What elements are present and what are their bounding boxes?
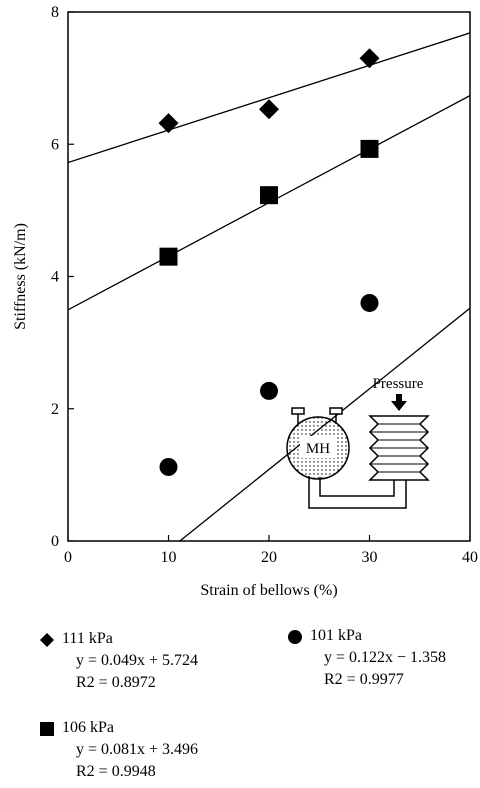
axes: 0 10 20 30 40 0 2 4 6 8 Strain of bellows (%) Stiff…: [12, 4, 478, 599]
x-tick-label: 0: [64, 549, 72, 566]
legend-r2: R2 = 0.9977: [324, 671, 404, 688]
legend-series-name: 106 kPa: [62, 719, 114, 736]
legend-r2: R2 = 0.8972: [76, 674, 156, 691]
y-axis-title: Stiffness (kN/m): [12, 223, 29, 330]
x-axis-title: Strain of bellows (%): [200, 582, 337, 599]
mh-label: MH: [306, 441, 330, 457]
y-tick-label: 4: [51, 269, 59, 286]
valve-icon: [329, 407, 343, 415]
data-point-square: [360, 139, 379, 158]
legend-equation: y = 0.122x − 1.358: [324, 649, 447, 666]
data-point-circle: [360, 293, 379, 312]
x-tick-label: 30: [362, 549, 378, 566]
square-marker-icon: [40, 722, 54, 736]
y-tick-label: 6: [51, 136, 59, 153]
data-point-diamond: [359, 48, 380, 69]
data-point-square: [159, 247, 178, 266]
y-tick-label: 2: [51, 401, 59, 418]
valve-icon: [291, 407, 305, 415]
legend-entry-101kpa: 101 kPa y = 0.122x − 1.358 R2 = 0.9977: [288, 625, 447, 691]
legend-series-name: 111 kPa: [62, 630, 113, 647]
legend-r2: R2 = 0.9948: [76, 763, 156, 780]
legend-equation: y = 0.049x + 5.724: [76, 652, 199, 669]
markers: [158, 48, 380, 476]
x-tick-label: 40: [462, 549, 478, 566]
data-point-diamond: [158, 113, 179, 134]
diamond-marker-icon: [40, 633, 54, 647]
pressure-arrow-icon: [396, 394, 402, 402]
x-tick-label: 20: [261, 549, 277, 566]
fit-line: [68, 32, 470, 164]
data-point-circle: [159, 457, 178, 476]
legend-entry-111kpa: 111 kPa y = 0.049x + 5.724 R2 = 0.8972: [40, 628, 199, 694]
y-tick-label: 0: [51, 533, 59, 550]
inset-schematic: MH Pressure: [286, 376, 430, 509]
data-point-circle: [260, 381, 278, 400]
fit-line: [178, 307, 470, 541]
x-tick-label: 10: [161, 549, 177, 566]
legend-equation: y = 0.081x + 3.496: [76, 741, 199, 758]
legend-series-name: 101 kPa: [310, 627, 362, 644]
pipe-icon: [308, 472, 407, 509]
legend-entry-106kpa: 106 kPa y = 0.081x + 3.496 R2 = 0.9948: [40, 717, 199, 783]
circle-marker-icon: [288, 630, 302, 644]
pressure-label: Pressure: [373, 376, 424, 392]
data-point-diamond: [259, 99, 279, 120]
data-point-square: [260, 186, 278, 205]
y-tick-label: 8: [51, 4, 59, 21]
